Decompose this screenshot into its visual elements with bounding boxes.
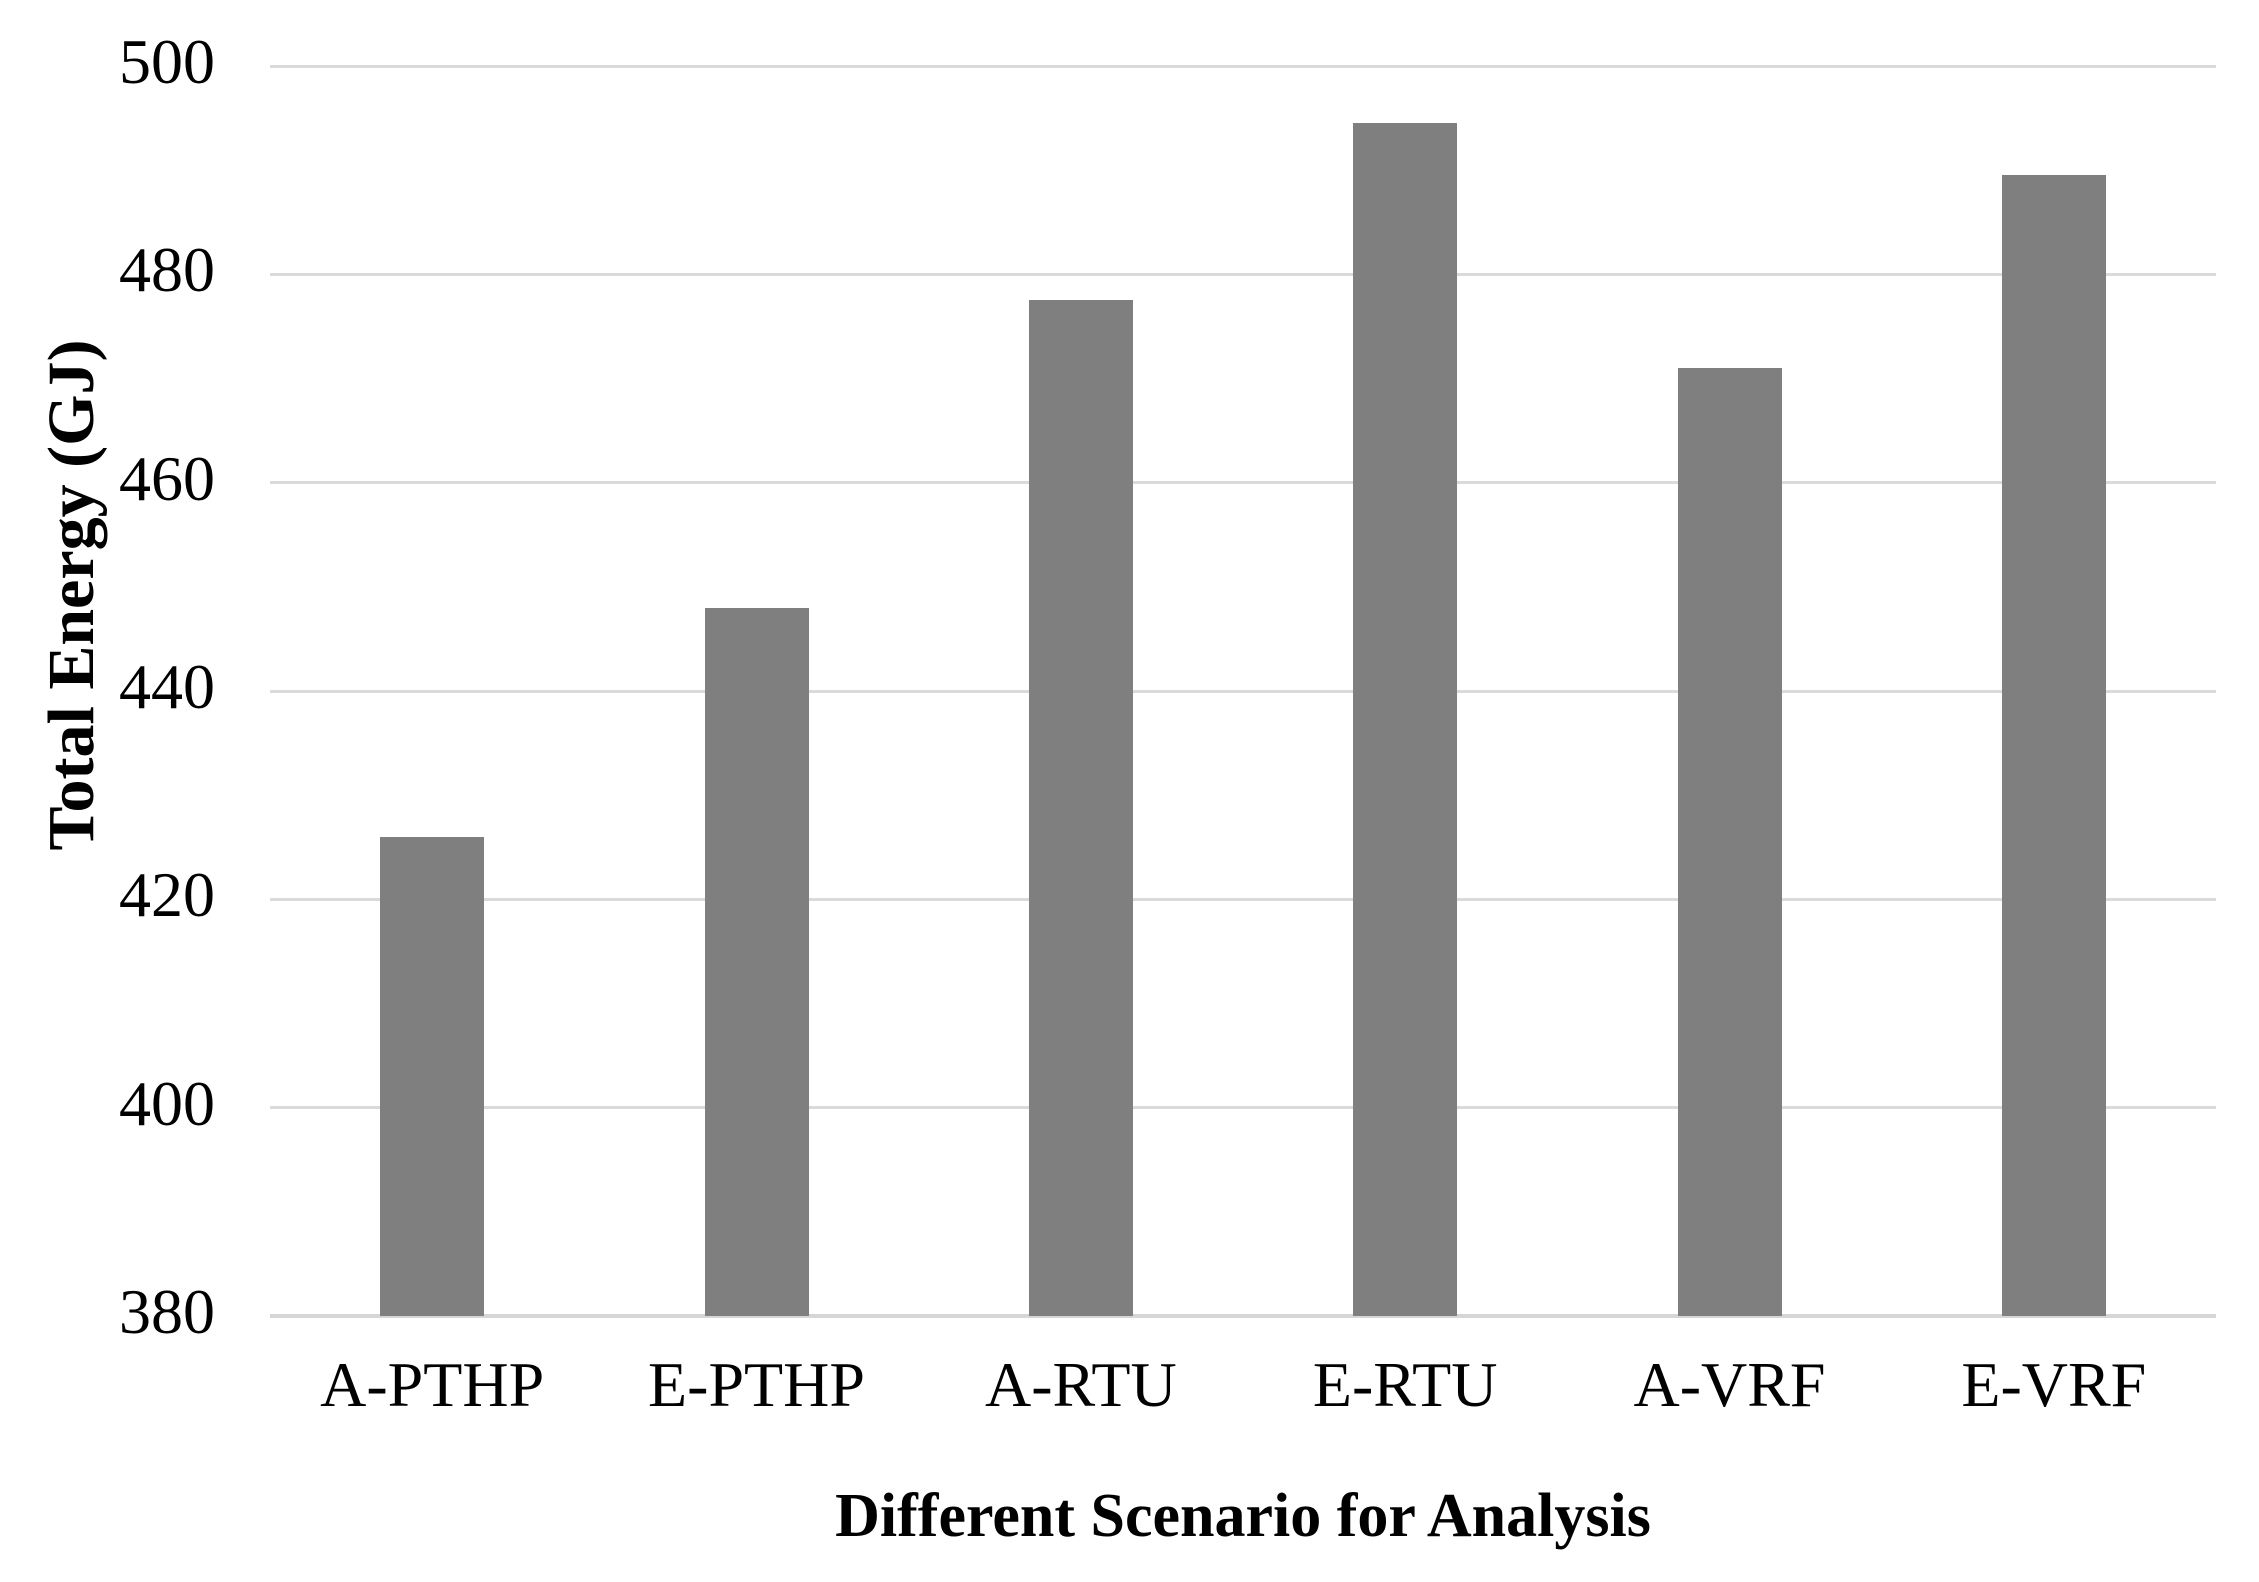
x-tick-label: A-RTU [984, 1349, 1177, 1420]
bar-a-vrf [1677, 368, 1782, 1316]
gridline [270, 1106, 2216, 1110]
y-tick-label: 460 [119, 442, 215, 514]
gridline [270, 897, 2216, 901]
x-axis-title: Different Scenario for Analysis [835, 1482, 1651, 1550]
gridline [270, 272, 2216, 276]
y-axis-title: Total Energy (GJ) [35, 339, 108, 851]
bar-a-rtu [1028, 300, 1133, 1316]
gridline [270, 689, 2216, 693]
y-tick-label: 440 [119, 651, 215, 722]
bar-e-vrf [2001, 175, 2106, 1316]
x-tick-label: E-VRF [1961, 1349, 2147, 1420]
x-tick-label: A-VRF [1633, 1349, 1826, 1420]
y-tick-label: 400 [119, 1067, 215, 1139]
y-tick-label: 380 [119, 1276, 215, 1347]
y-tick-label: 500 [119, 26, 215, 97]
bar-a-pthp [380, 836, 485, 1316]
x-axis-line [270, 1314, 2216, 1318]
y-tick-label: 420 [119, 859, 215, 931]
bar-e-rtu [1353, 123, 1458, 1316]
x-tick-label: E-RTU [1312, 1349, 1498, 1420]
gridline [270, 481, 2216, 485]
bar-e-pthp [704, 607, 809, 1316]
x-tick-label: A-PTHP [320, 1349, 545, 1420]
gridline [270, 64, 2216, 68]
x-tick-label: E-PTHP [648, 1349, 865, 1420]
y-tick-label: 480 [119, 234, 215, 306]
